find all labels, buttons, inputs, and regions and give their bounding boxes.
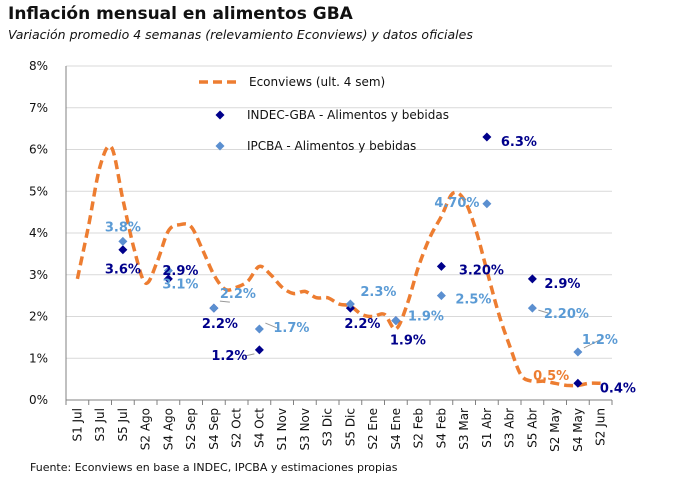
x-tick-label: S4 Feb [434, 408, 448, 448]
x-tick-label: S3 Nov [298, 408, 312, 451]
econviews-line [75, 144, 601, 388]
ipcba-marker [573, 347, 583, 357]
legend-label: IPCBA - Alimentos y bebidas [247, 139, 416, 153]
econviews-data-label: 0.5% [533, 369, 569, 384]
ipcba-marker [345, 299, 355, 309]
ipcba-data-label: 4.70% [434, 196, 479, 211]
x-tick-label: S2 May [548, 408, 562, 452]
ipcba-data-label: 2.3% [360, 285, 396, 300]
y-tick-label: 5% [29, 184, 48, 198]
x-tick-label: S2 Jun [594, 408, 608, 446]
indec-data-label: 1.9% [390, 334, 426, 349]
chart-source: Fuente: Econviews en base a INDEC, IPCBA… [30, 461, 398, 474]
ipcba-marker [254, 324, 264, 334]
x-tick-label: S1 Nov [275, 408, 289, 451]
x-tick-label: S3 Jul [93, 408, 107, 442]
indec-marker [436, 261, 446, 271]
ipcba-leader-line [583, 339, 601, 349]
ipcba-marker [163, 266, 173, 276]
x-axis-ticks: S1 Jul S3 Jul S5 Jul S2 Ago S4 Ago S2 Sep S4 S… [70, 408, 607, 452]
indec-marker [527, 274, 537, 284]
label-leader-lines [219, 300, 601, 357]
y-tick-label: 4% [29, 226, 48, 240]
ipcba-data-label: 1.9% [408, 310, 444, 325]
x-tick-label: S3 Mar [457, 408, 471, 450]
ipcba-leader-line [219, 300, 230, 303]
x-tick-label: S2 Sep [184, 408, 198, 450]
indec-data-label: 3.20% [459, 263, 504, 278]
ipcba-data-label: 2.20% [544, 307, 589, 322]
y-tick-label: 2% [29, 310, 48, 324]
chart-title: Inflación mensual en alimentos GBA [8, 4, 353, 24]
x-tick-label: S4 May [571, 408, 585, 452]
y-axis-ticks: 0% 1% 2% 3% 4% 5% 6% 7% 8% [29, 59, 48, 407]
legend-label: INDEC-GBA - Alimentos y bebidas [247, 108, 449, 122]
x-tick-label: S4 Ago [161, 408, 175, 450]
indec-marker [163, 274, 173, 284]
indec-marker [573, 378, 583, 388]
x-tick-label: S2 Ago [139, 408, 153, 450]
indec-data-label: 2.9% [544, 277, 580, 292]
x-tick-label: S5 Abr [525, 408, 539, 448]
x-tick-label: S4 Oct [252, 408, 266, 448]
gridlines [66, 65, 612, 359]
x-tick-label: S1 Jul [70, 408, 84, 442]
y-tick-label: 1% [29, 351, 48, 365]
x-tick-label: S2 Oct [230, 408, 244, 448]
x-tick-label: S2 Ene [366, 408, 380, 450]
indec-marker [118, 245, 128, 255]
ipcba-data-label: 1.2% [582, 333, 618, 348]
ipcba-data-label: 3.1% [162, 278, 198, 293]
indec-data-label: 0.4% [600, 381, 636, 396]
y-tick-label: 0% [29, 393, 48, 407]
legend-ipcba-swatch [215, 141, 225, 151]
ipcba-data-label: 2.5% [455, 293, 491, 308]
ipcba-data-label: 3.8% [105, 220, 141, 235]
indec-data-label: 3.6% [105, 263, 141, 278]
ipcba-data-label: 2.2% [220, 287, 256, 302]
indec-data-label: 1.2% [211, 349, 247, 364]
x-tick-label: S3 Abr [503, 408, 517, 448]
ipcba-marker [391, 316, 401, 326]
indec-marker [254, 345, 264, 355]
ipcba-marker [118, 236, 128, 246]
x-tick-label: S3 Dic [321, 408, 335, 446]
y-tick-label: 6% [29, 143, 48, 157]
series-markers [118, 132, 583, 388]
indec-data-label: 2.9% [162, 264, 198, 279]
x-tick-label: S4 Ene [389, 408, 403, 450]
indec-data-label: 2.2% [202, 317, 238, 332]
x-tick-label: S1 Abr [480, 408, 494, 448]
ipcba-marker [209, 303, 219, 313]
y-tick-label: 8% [29, 59, 48, 73]
ipcba-leader-line [265, 322, 278, 329]
x-tick-label: S5 Jul [116, 408, 130, 442]
ipcba-leader-line [538, 309, 549, 314]
legend-indec-swatch [215, 110, 225, 120]
indec-marker [482, 132, 492, 142]
y-tick-label: 3% [29, 268, 48, 282]
y-tick-label: 7% [29, 101, 48, 115]
axes [65, 66, 613, 405]
x-tick-label: S5 Dic [343, 408, 357, 446]
x-tick-label: S2 Feb [412, 408, 426, 448]
chart-subtitle: Variación promedio 4 semanas (relevamien… [8, 27, 473, 42]
indec-data-label: 6.3% [501, 135, 537, 150]
ipcba-marker [527, 303, 537, 313]
ipcba-data-label: 1.7% [273, 321, 309, 336]
series-lines [75, 144, 601, 388]
legend: Econviews (ult. 4 sem) INDEC-GBA - Alimen… [199, 75, 449, 153]
indec-data-label: 2.2% [344, 317, 380, 332]
x-tick-label: S4 Sep [207, 408, 221, 450]
ipcba-marker [482, 199, 492, 209]
data-labels: 3.6% 2.9% 2.2% 1.2% 2.2% 1.9% 3.20% 6.3% 2.9% 0.4… [105, 135, 636, 396]
legend-label: Econviews (ult. 4 sem) [249, 75, 385, 89]
indec-leader-line [245, 353, 255, 357]
ipcba-marker [436, 291, 446, 301]
